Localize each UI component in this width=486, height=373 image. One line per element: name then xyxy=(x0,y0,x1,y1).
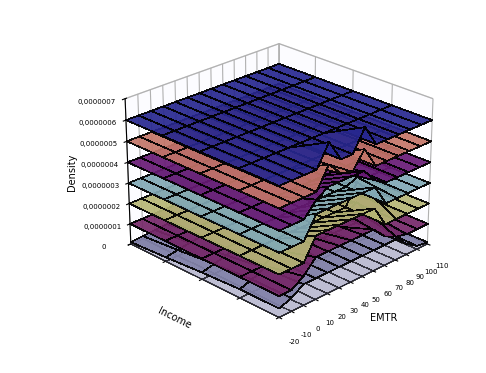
X-axis label: EMTR: EMTR xyxy=(370,313,398,323)
Y-axis label: Income: Income xyxy=(156,305,192,330)
